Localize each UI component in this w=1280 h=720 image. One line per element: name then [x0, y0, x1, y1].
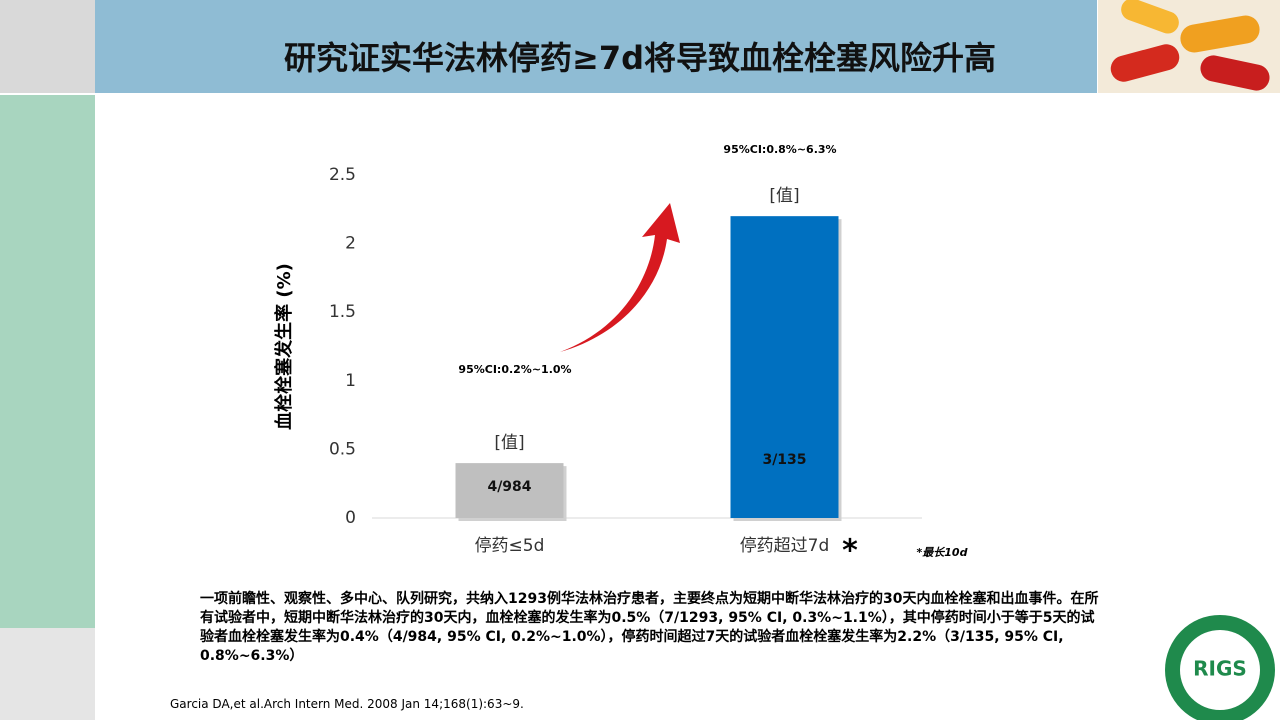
y-tick-label: 0.5 — [329, 439, 356, 459]
inner-label: 3/135 — [762, 452, 806, 468]
y-axis-label: 血栓栓塞发生率 (%) — [273, 263, 295, 430]
citation: Garcia DA,et al.Arch Intern Med. 2008 Ja… — [170, 697, 524, 711]
logo: RIGS — [1165, 615, 1275, 720]
y-tick-label: 2.5 — [329, 165, 356, 185]
category-marker: * — [842, 534, 858, 569]
chart: 0 0.5 1 1.5 2 2.5 血栓栓塞发生率 (%) 停药≤5d [值] 4/984 95%C… — [273, 143, 968, 569]
y-tick-label: 1.5 — [329, 302, 356, 322]
ci-label: 95%CI:0.8%~6.3% — [723, 143, 836, 156]
description: 一项前瞻性、观察性、多中心、队列研究，共纳入1293例华法林治疗患者，主要终点为… — [200, 591, 1099, 664]
placeholder-label: [值] — [769, 186, 799, 206]
trend-arrow — [560, 203, 680, 352]
y-tick-label: 1 — [345, 371, 356, 391]
inner-label: 4/984 — [487, 479, 531, 495]
x-tick-label: 停药超过7d — [740, 536, 830, 556]
ci-label: 95%CI:0.2%~1.0% — [458, 363, 571, 376]
x-tick-label: 停药≤5d — [475, 536, 545, 556]
y-tick-label: 2 — [345, 234, 356, 254]
placeholder-label: [值] — [494, 433, 524, 453]
side-strip — [0, 95, 95, 628]
bar — [730, 216, 839, 518]
y-tick-label: 0 — [345, 508, 356, 528]
logo-text: RIGS — [1193, 657, 1247, 681]
side-foot — [0, 628, 95, 720]
corner-block — [0, 0, 95, 93]
slide-title: 研究证实华法林停药≥7d将导致血栓栓塞风险升高 — [284, 39, 996, 77]
bar — [455, 463, 564, 518]
footnote: *最长10d — [917, 546, 968, 559]
header-band — [95, 0, 1097, 93]
pill-image — [1098, 0, 1280, 93]
